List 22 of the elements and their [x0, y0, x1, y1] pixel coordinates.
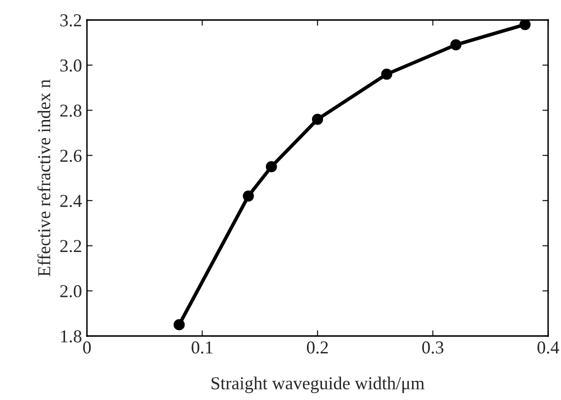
point	[450, 39, 462, 50]
y-tick-label: 3.2	[60, 14, 82, 27]
point	[519, 20, 531, 30]
y-axis-title: Effective refractive index n	[37, 79, 50, 276]
point	[242, 190, 254, 202]
x-axis-title: Straight waveguide width/μm	[212, 376, 424, 394]
y-tick-label: 2.2	[60, 240, 82, 252]
x-tick-label: 0.1	[192, 341, 212, 354]
y-tick-label: 1.8	[61, 330, 82, 343]
x-tick-label: 0.2	[306, 341, 328, 354]
point	[174, 319, 185, 330]
x-tick-label: 0	[83, 341, 91, 354]
y-tick-label: 2.8	[60, 104, 82, 117]
y-tick-label: 2.0	[60, 285, 82, 298]
x-tick-label: 0.4	[538, 341, 560, 354]
y-tick-label: 3.0	[60, 59, 82, 72]
point	[381, 68, 392, 80]
y-tick-label: 2.4	[60, 194, 82, 208]
point	[266, 161, 277, 172]
x-tick-label: 0.3	[422, 341, 444, 354]
y-tick-label: 2.6	[60, 150, 82, 162]
point	[312, 114, 324, 125]
